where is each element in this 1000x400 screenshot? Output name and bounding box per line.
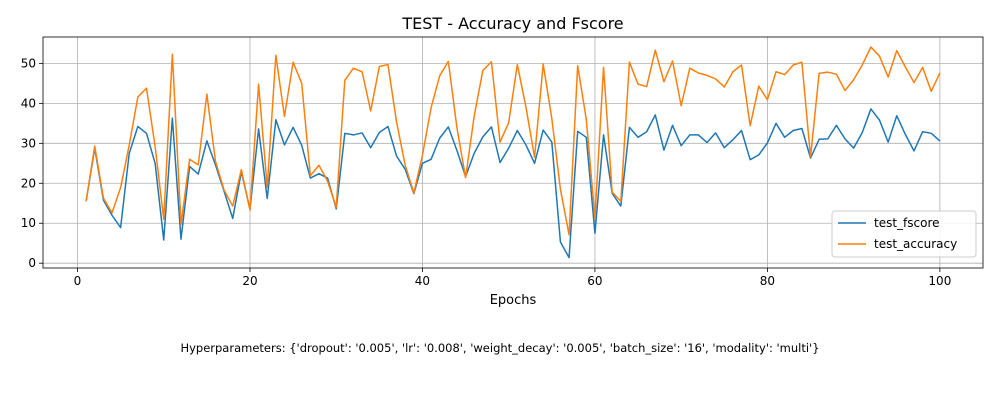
x-tick-label-3: 60 (587, 274, 602, 288)
y-axis-ticks: 0 10 20 30 40 50 (21, 56, 43, 270)
x-tick-label-4: 80 (760, 274, 775, 288)
y-tick-label-1: 10 (21, 216, 36, 230)
chart-title: TEST - Accuracy and Fscore (401, 14, 623, 33)
legend-label-test_fscore: test_fscore (874, 216, 940, 230)
y-tick-label-2: 20 (21, 176, 36, 190)
y-tick-label-3: 30 (21, 136, 36, 150)
x-tick-label-5: 100 (928, 274, 951, 288)
legend-label-test_accuracy: test_accuracy (874, 237, 957, 251)
legend-box (831, 210, 977, 258)
y-tick-label-4: 40 (21, 96, 36, 110)
x-tick-label-2: 40 (415, 274, 430, 288)
x-tick-label-0: 0 (74, 274, 82, 288)
y-tick-label-0: 0 (28, 256, 36, 270)
series-line-test_accuracy (85, 46, 941, 236)
series-layer (85, 46, 941, 259)
axes (42, 36, 984, 269)
x-axis-ticks: 0 20 40 60 80 100 (74, 268, 951, 288)
legend: test_fscore test_accuracy (831, 210, 977, 258)
x-axis-label: Epochs (490, 293, 537, 308)
grid (43, 37, 983, 268)
y-tick-label-5: 50 (21, 56, 36, 70)
hyperparameters-caption: Hyperparameters: {'dropout': '0.005', 'l… (180, 341, 820, 355)
series-line-test_fscore (85, 108, 941, 259)
plot-frame (42, 36, 984, 269)
x-tick-label-1: 20 (242, 274, 257, 288)
